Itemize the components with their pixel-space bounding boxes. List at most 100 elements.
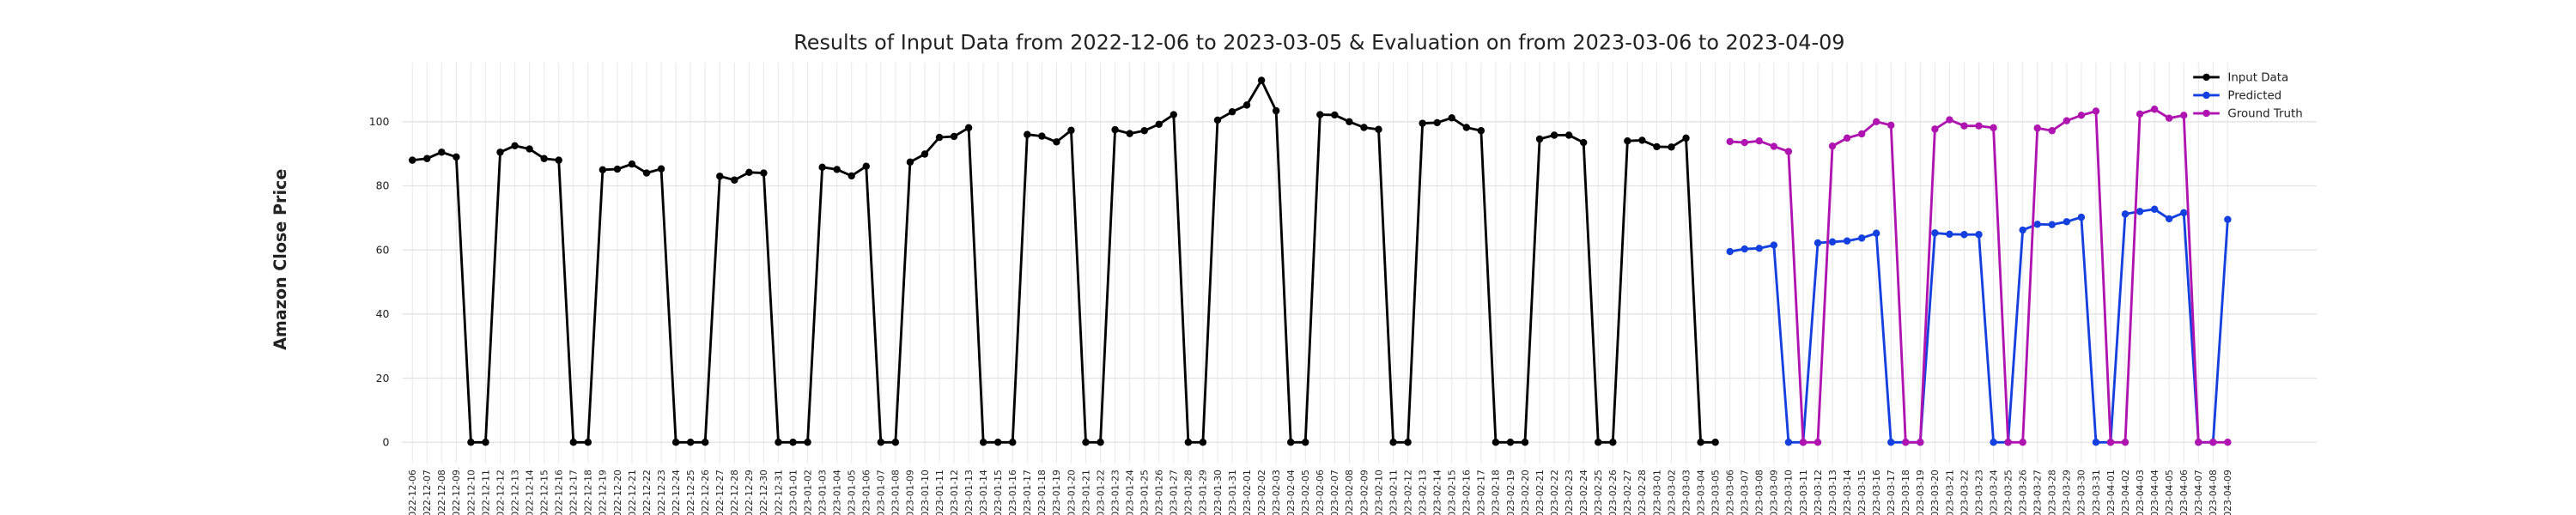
x-tick-label: 2023-02-08: [1344, 470, 1355, 515]
series-marker: [1770, 241, 1778, 249]
x-tick-label: 2022-12-19: [598, 470, 609, 515]
x-tick-label: 2023-03-05: [1710, 470, 1721, 515]
series-marker: [1242, 101, 1251, 109]
series-marker: [1946, 116, 1953, 124]
series-marker: [1257, 76, 1266, 84]
x-tick-label: 2023-03-14: [1842, 470, 1853, 515]
x-tick-label: 2023-01-30: [1212, 470, 1224, 515]
x-tick-label: 2023-03-26: [2018, 470, 2029, 515]
x-tick-label: 2022-12-22: [641, 470, 653, 515]
series-marker: [2180, 209, 2188, 217]
series-marker: [1448, 114, 1455, 122]
series-marker: [1931, 125, 1939, 133]
series-marker: [1990, 124, 1997, 132]
series-marker: [1111, 125, 1119, 134]
series-marker: [1990, 439, 1997, 446]
series-marker: [1213, 116, 1222, 124]
series-marker: [2019, 439, 2026, 446]
x-tick-label: 2023-02-13: [1417, 470, 1428, 515]
series-marker: [1814, 439, 1822, 446]
series-marker: [760, 169, 768, 177]
x-tick-label: 2023-01-25: [1139, 470, 1151, 515]
x-tick-label: 2023-01-03: [817, 470, 828, 515]
series-marker: [1579, 138, 1588, 147]
series-marker: [2077, 213, 2086, 221]
series-marker: [1155, 120, 1163, 128]
x-tick-label: 2023-04-05: [2164, 470, 2175, 515]
y-tick-label: 20: [376, 372, 390, 385]
x-tick-label: 2023-01-06: [861, 470, 872, 515]
x-tick-label: 2023-03-03: [1680, 470, 1692, 515]
series-marker: [1770, 142, 1778, 150]
x-tick-label: 2022-12-28: [729, 470, 740, 515]
series-marker: [833, 166, 841, 173]
x-tick-label: 2023-01-18: [1036, 470, 1048, 515]
x-tick-label: 2022-12-20: [612, 470, 623, 515]
series-marker: [1316, 111, 1324, 118]
series-marker: [2136, 110, 2144, 118]
x-tick-label: 2022-12-30: [758, 470, 769, 515]
series-marker: [1564, 131, 1573, 139]
series-marker: [2106, 439, 2115, 446]
series-marker: [642, 169, 651, 177]
series-marker: [804, 439, 811, 446]
series-marker: [950, 132, 958, 141]
series-marker: [2136, 208, 2144, 215]
x-tick-label: 2022-12-27: [714, 470, 726, 515]
series-marker: [2121, 210, 2129, 218]
series-marker: [1784, 439, 1793, 446]
x-tick-label: 2022-12-17: [568, 470, 580, 515]
x-tick-label: 2023-01-12: [949, 470, 960, 515]
series-marker: [1755, 245, 1764, 252]
series-marker: [906, 158, 914, 167]
x-tick-label: 2023-01-20: [1066, 470, 1077, 515]
series-marker: [789, 439, 797, 446]
x-tick-label: 2023-02-02: [1256, 470, 1267, 515]
legend-marker: [2202, 109, 2210, 118]
x-tick-label: 2022-12-11: [480, 470, 491, 515]
x-tick-label: 2023-03-06: [1725, 470, 1736, 515]
x-tick-label: 2023-04-03: [2135, 470, 2146, 515]
series-marker: [1360, 124, 1368, 131]
x-tick-label: 2023-03-22: [1959, 470, 1970, 515]
x-tick-label: 2023-01-02: [802, 470, 813, 515]
x-tick-label: 2022-12-14: [524, 470, 535, 515]
series-marker: [1346, 118, 1353, 126]
x-tick-label: 2023-02-24: [1578, 470, 1589, 515]
series-marker: [2048, 221, 2057, 228]
series-marker: [1477, 127, 1485, 135]
series-marker: [2150, 205, 2159, 213]
series-marker: [467, 439, 475, 446]
series-marker: [1126, 130, 1133, 137]
x-tick-label: 2023-02-22: [1549, 470, 1560, 515]
x-tick-label: 2023-03-15: [1856, 470, 1868, 515]
series-marker: [1975, 231, 1983, 239]
series-marker: [745, 168, 753, 177]
x-tick-label: 2023-01-22: [1095, 470, 1106, 515]
series-marker: [453, 153, 460, 161]
x-tick-label: 2023-03-10: [1783, 470, 1795, 515]
series-marker: [1653, 142, 1661, 151]
series-marker: [1668, 143, 1675, 151]
x-tick-label: 2023-01-07: [876, 470, 887, 515]
x-tick-label: 2023-02-25: [1593, 470, 1604, 515]
x-tick-label: 2023-01-27: [1169, 470, 1180, 515]
series-marker: [511, 142, 519, 150]
x-tick-label: 2023-04-04: [2149, 470, 2160, 515]
series-marker: [1828, 238, 1837, 246]
x-tick-label: 2023-02-04: [1285, 470, 1297, 515]
series-marker: [1389, 439, 1397, 446]
series-marker: [1784, 148, 1793, 155]
series-marker: [2165, 215, 2173, 223]
series-line: [412, 77, 1716, 444]
series-marker: [1228, 108, 1236, 116]
x-tick-label: 2023-01-24: [1124, 470, 1135, 515]
series-marker: [496, 148, 504, 156]
x-tick-label: 2023-04-07: [2193, 470, 2204, 515]
series-marker: [2224, 439, 2232, 446]
series-marker: [2121, 439, 2129, 446]
series-marker: [2033, 221, 2041, 228]
series-marker: [862, 162, 870, 170]
x-tick-label: 2022-12-08: [436, 470, 447, 515]
